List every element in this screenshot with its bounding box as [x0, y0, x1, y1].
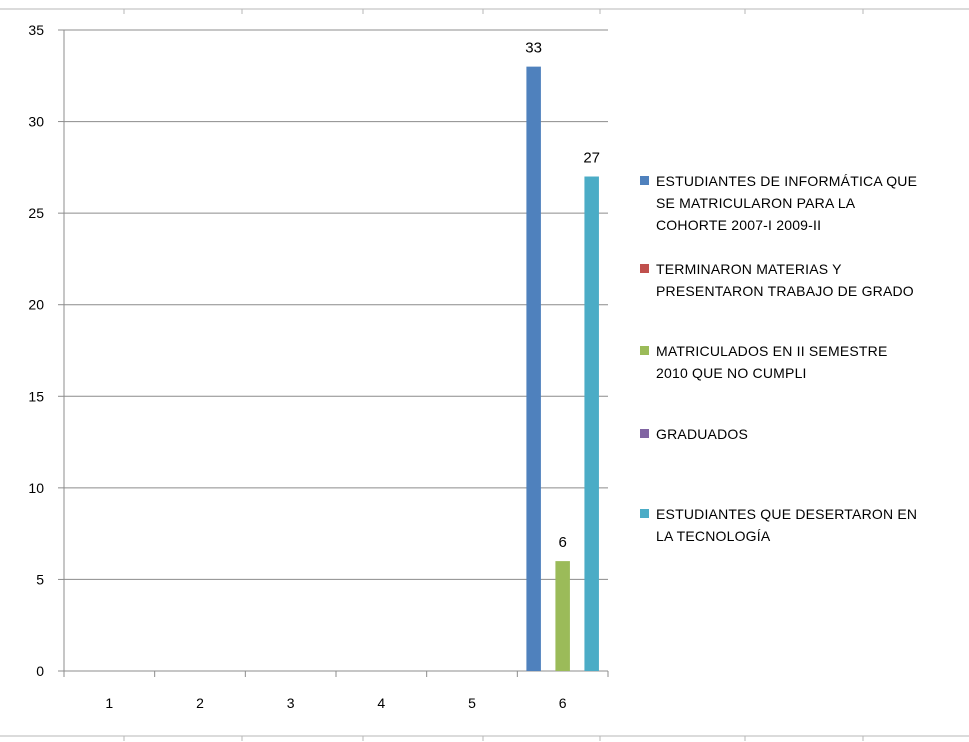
legend-item-graduados: GRADUADOS [640, 423, 960, 445]
x-axis-ticks: 1 2 3 4 5 6 [64, 671, 608, 711]
data-label: 27 [583, 150, 600, 167]
legend-swatch-red [640, 264, 649, 273]
y-tick-label: 0 [36, 663, 44, 679]
legend-label: MATRICULADOS EN II SEMESTRE 2010 QUE NO … [656, 340, 888, 384]
data-label: 33 [525, 40, 542, 57]
bar [526, 67, 541, 671]
y-tick-label: 5 [36, 571, 44, 587]
x-tick-label: 5 [468, 695, 476, 711]
y-tick-label: 35 [28, 22, 44, 38]
legend-item-matriculados-ii-semestre: MATRICULADOS EN II SEMESTRE 2010 QUE NO … [640, 340, 960, 384]
x-tick-label: 1 [105, 695, 113, 711]
x-tick-label: 4 [377, 695, 385, 711]
legend-label: GRADUADOS [656, 423, 748, 445]
y-tick-label: 30 [28, 114, 44, 130]
x-tick-label: 3 [287, 695, 295, 711]
x-tick-label: 2 [196, 695, 204, 711]
legend-item-desertaron: ESTUDIANTES QUE DESERTARON EN LA TECNOLO… [640, 503, 960, 547]
y-axis-ticks: 0 5 10 15 20 25 30 35 [28, 22, 64, 679]
bar [555, 561, 570, 671]
x-tick-label: 6 [559, 695, 567, 711]
legend-label: ESTUDIANTES DE INFORMÁTICA QUE SE MATRIC… [656, 170, 917, 236]
y-tick-label: 10 [28, 480, 44, 496]
legend-swatch-purple [640, 429, 649, 438]
legend-swatch-blue [640, 176, 649, 185]
y-tick-label: 20 [28, 297, 44, 313]
legend-swatch-green [640, 346, 649, 355]
bar [584, 177, 599, 671]
sheet-column-ticks-top [124, 9, 863, 14]
sheet-column-ticks-bottom [124, 736, 863, 741]
legend-label: TERMINARON MATERIAS Y PRESENTARON TRABAJ… [656, 258, 914, 302]
legend-item-terminaron-materias: TERMINARON MATERIAS Y PRESENTARON TRABAJ… [640, 258, 960, 302]
legend-label: ESTUDIANTES QUE DESERTARON EN LA TECNOLO… [656, 503, 917, 547]
y-tick-label: 15 [28, 388, 44, 404]
data-label: 6 [558, 534, 566, 551]
y-tick-label: 25 [28, 205, 44, 221]
legend-item-estudiantes-matriculados: ESTUDIANTES DE INFORMÁTICA QUE SE MATRIC… [640, 170, 960, 236]
legend-swatch-cyan [640, 509, 649, 518]
